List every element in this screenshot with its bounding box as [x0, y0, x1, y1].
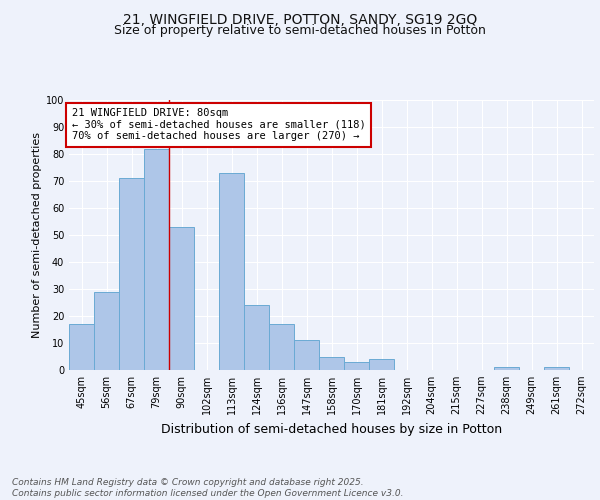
Text: Contains HM Land Registry data © Crown copyright and database right 2025.
Contai: Contains HM Land Registry data © Crown c…: [12, 478, 404, 498]
Bar: [244, 305, 269, 370]
Bar: [369, 359, 394, 370]
Bar: [169, 227, 194, 370]
Bar: [319, 356, 344, 370]
Bar: [94, 292, 119, 370]
Bar: [219, 173, 244, 370]
Bar: [494, 368, 519, 370]
Text: 21, WINGFIELD DRIVE, POTTON, SANDY, SG19 2GQ: 21, WINGFIELD DRIVE, POTTON, SANDY, SG19…: [123, 12, 477, 26]
Bar: [269, 324, 294, 370]
X-axis label: Distribution of semi-detached houses by size in Potton: Distribution of semi-detached houses by …: [161, 422, 502, 436]
Bar: [294, 340, 319, 370]
Bar: [119, 178, 144, 370]
Text: Size of property relative to semi-detached houses in Potton: Size of property relative to semi-detach…: [114, 24, 486, 37]
Y-axis label: Number of semi-detached properties: Number of semi-detached properties: [32, 132, 41, 338]
Bar: [144, 148, 169, 370]
Bar: [344, 362, 369, 370]
Text: 21 WINGFIELD DRIVE: 80sqm
← 30% of semi-detached houses are smaller (118)
70% of: 21 WINGFIELD DRIVE: 80sqm ← 30% of semi-…: [71, 108, 365, 142]
Bar: [544, 368, 569, 370]
Bar: [69, 324, 94, 370]
